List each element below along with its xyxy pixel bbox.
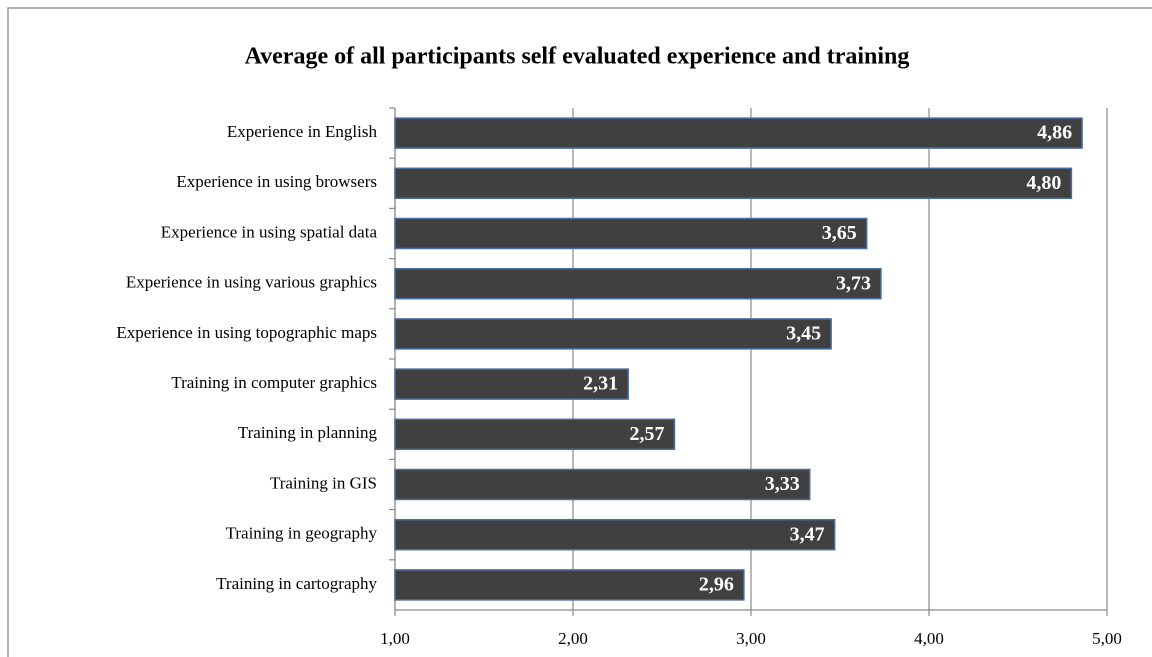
x-tick-label: 1,00	[380, 629, 410, 648]
bar	[394, 569, 745, 601]
y-tick-label: Training in planning	[238, 423, 378, 442]
y-tick-label: Training in GIS	[270, 473, 377, 492]
bar	[394, 117, 1083, 149]
bar	[394, 418, 676, 451]
value-label: 4,80	[1026, 172, 1061, 194]
value-label: 3,45	[786, 322, 821, 344]
bar	[394, 167, 1073, 200]
bar	[394, 368, 629, 400]
x-tick-label: 5,00	[1092, 629, 1122, 648]
y-tick-label: Training in cartography	[216, 574, 377, 593]
bar	[394, 468, 811, 501]
x-tick-label: 3,00	[736, 629, 766, 648]
bar	[394, 267, 882, 300]
bar	[394, 518, 836, 551]
value-label: 3,73	[836, 272, 871, 294]
y-tick-label: Experience in using browsers	[176, 172, 377, 191]
y-tick-label: Experience in using spatial data	[161, 222, 378, 241]
value-label: 4,86	[1037, 122, 1072, 144]
value-label: 2,96	[699, 573, 734, 595]
bar	[394, 318, 832, 350]
value-label: 3,65	[822, 222, 857, 244]
value-label: 2,31	[583, 373, 618, 395]
value-label: 2,57	[629, 423, 664, 445]
value-label: 3,33	[765, 473, 800, 495]
y-tick-label: Training in computer graphics	[171, 373, 377, 392]
x-tick-label: 2,00	[558, 629, 588, 648]
x-tick-label: 4,00	[914, 629, 944, 648]
y-tick-label: Experience in using various graphics	[126, 273, 377, 292]
bar	[394, 217, 868, 250]
y-tick-label: Experience in using topographic maps	[116, 323, 377, 342]
chart-title: Average of all participants self evaluat…	[245, 44, 910, 70]
y-tick-label: Experience in English	[227, 122, 378, 141]
value-label: 3,47	[790, 523, 825, 545]
y-tick-label: Training in geography	[226, 524, 378, 543]
